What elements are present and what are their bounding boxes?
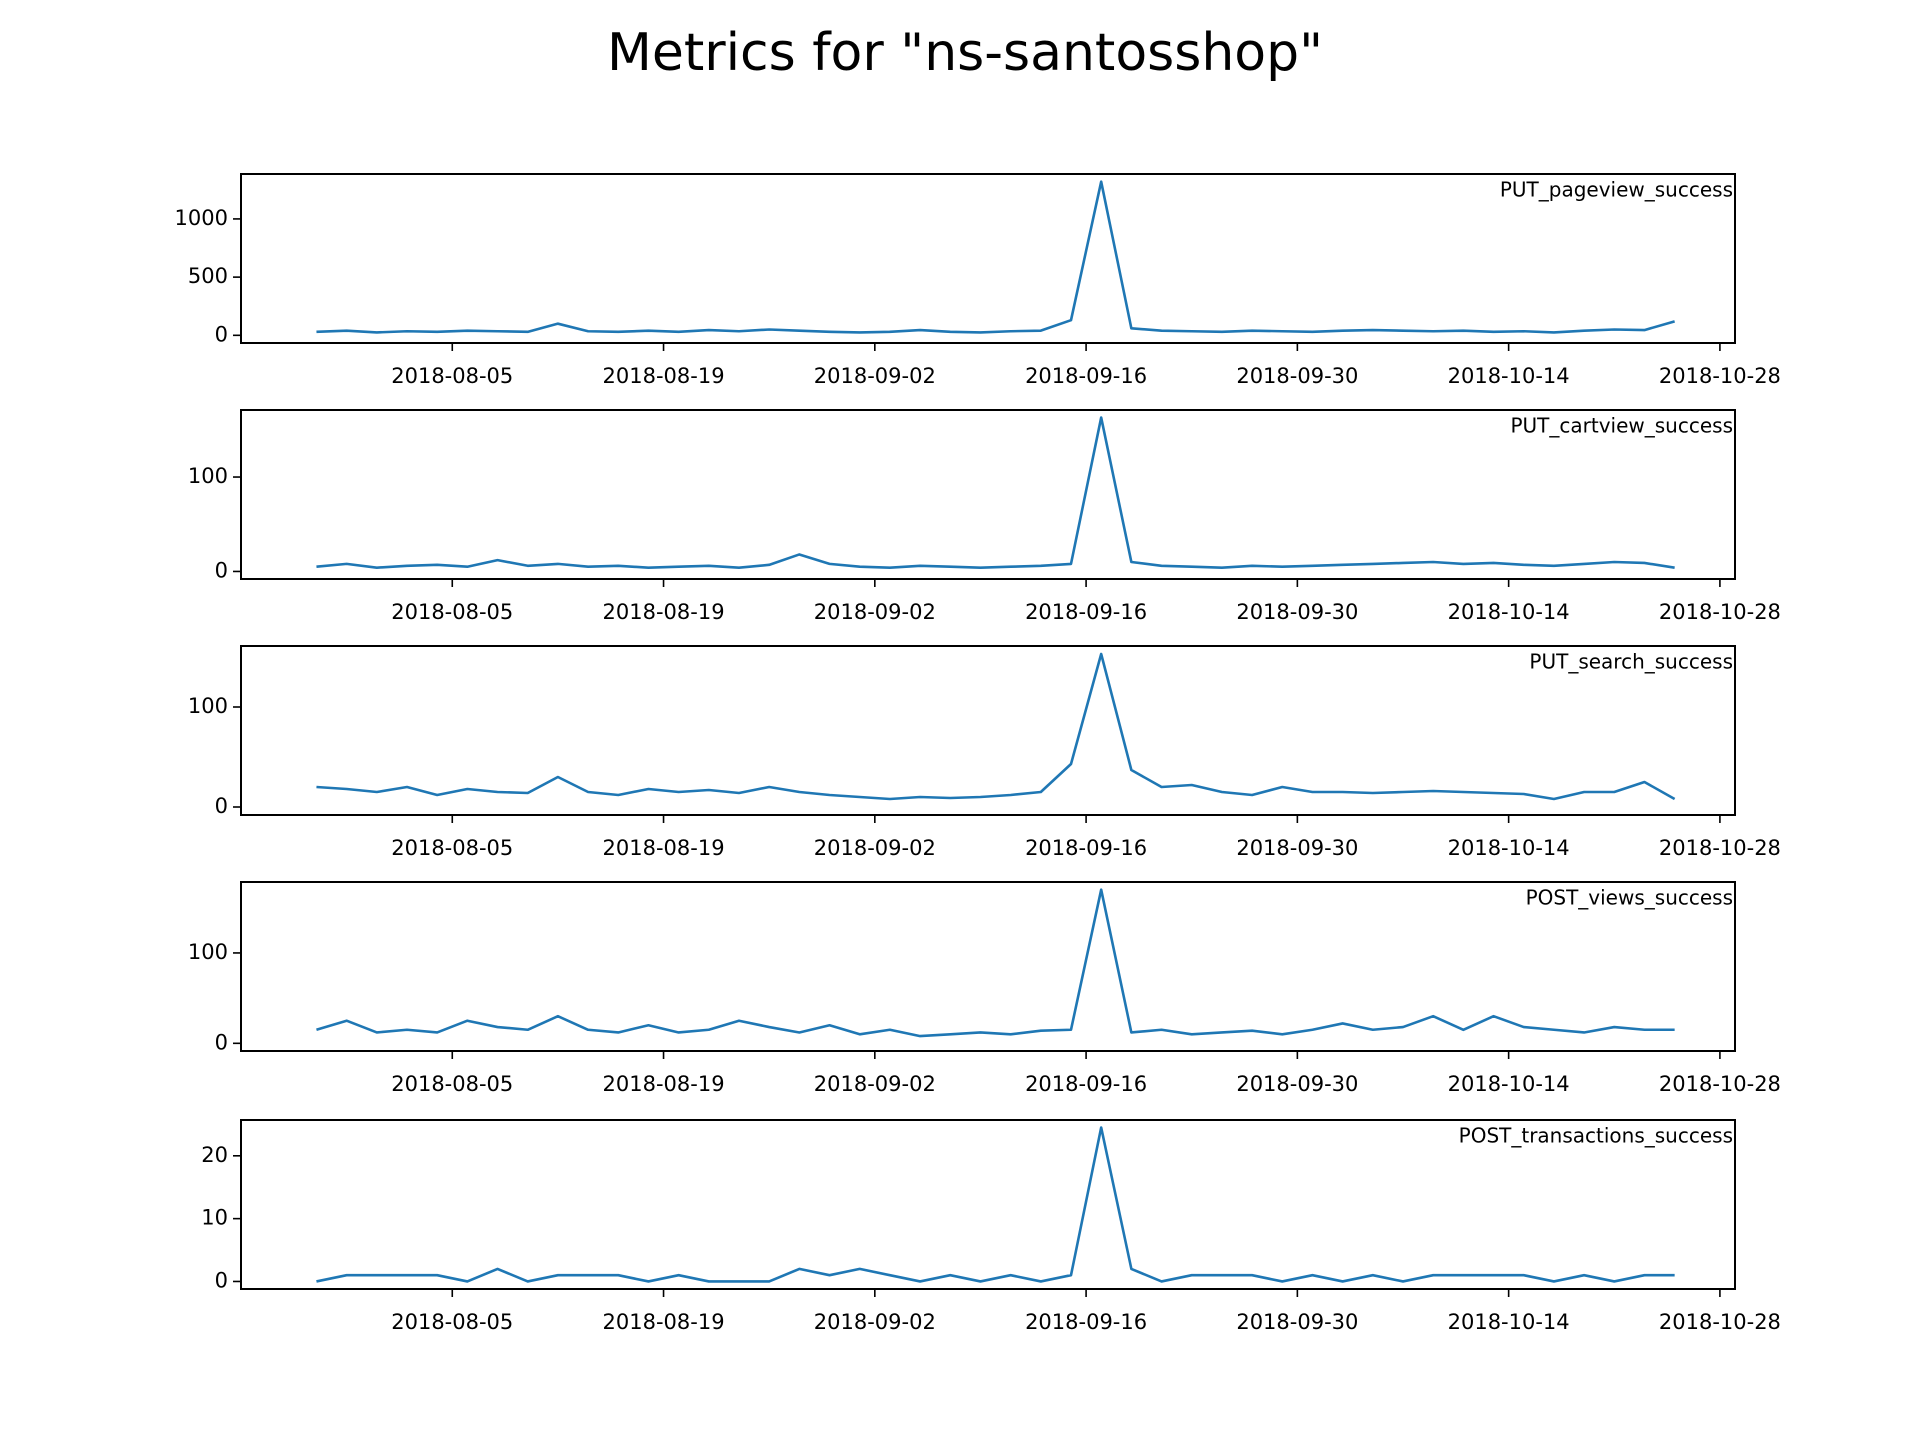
x-tick-label: 2018-09-30 [1236,836,1358,860]
x-tick-label: 2018-09-02 [814,1310,936,1334]
legend-label: PUT_cartview_success [1510,414,1733,438]
series-line [316,652,1676,801]
x-tick-label: 2018-09-30 [1236,364,1358,388]
y-tick-label: 100 [188,694,228,718]
x-tick-label: 2018-08-05 [391,600,513,624]
x-tick-label: 2018-08-05 [391,1072,513,1096]
x-tick-label: 2018-10-28 [1659,1310,1781,1334]
x-tick-label: 2018-10-14 [1448,1310,1570,1334]
x-tick-label: 2018-09-16 [1025,600,1147,624]
x-tick-label: 2018-09-02 [814,600,936,624]
x-tick-label: 2018-08-05 [391,1310,513,1334]
series-line [316,180,1676,334]
series-line [316,888,1675,1038]
x-tick-label: 2018-08-19 [603,600,725,624]
legend-label: PUT_pageview_success [1500,178,1733,202]
axes-frame [240,645,1736,816]
series-line [316,416,1675,569]
figure-title: Metrics for "ns-santosshop" [607,23,1323,83]
x-tick-label: 2018-08-05 [391,364,513,388]
x-tick-label: 2018-09-02 [814,836,936,860]
x-tick-label: 2018-09-30 [1236,1072,1358,1096]
series-line [316,1126,1675,1283]
axes-frame [240,409,1736,580]
y-tick-label: 1000 [175,206,228,230]
legend-label: PUT_search_success [1529,650,1733,674]
y-tick-label: 0 [215,1268,228,1292]
x-tick-label: 2018-09-16 [1025,1072,1147,1096]
y-tick-label: 500 [188,264,228,288]
y-tick-label: 10 [201,1206,228,1230]
x-tick-label: 2018-10-14 [1448,600,1570,624]
x-tick-label: 2018-10-28 [1659,600,1781,624]
x-tick-label: 2018-10-14 [1448,364,1570,388]
y-tick-label: 0 [215,794,228,818]
x-tick-label: 2018-08-19 [603,836,725,860]
x-tick-label: 2018-09-16 [1025,1310,1147,1334]
x-tick-label: 2018-08-19 [603,1072,725,1096]
legend-label: POST_views_success [1526,886,1733,910]
x-tick-label: 2018-09-02 [814,364,936,388]
x-tick-label: 2018-10-28 [1659,1072,1781,1096]
axes-frame [240,173,1736,344]
axes-frame [240,881,1736,1052]
y-tick-label: 0 [215,1030,228,1054]
x-tick-label: 2018-09-30 [1236,1310,1358,1334]
y-tick-label: 0 [215,558,228,582]
x-tick-label: 2018-09-16 [1025,836,1147,860]
x-tick-label: 2018-08-05 [391,836,513,860]
y-tick-label: 100 [188,464,228,488]
legend-label: POST_transactions_success [1459,1124,1733,1148]
x-tick-label: 2018-10-14 [1448,1072,1570,1096]
axes-frame [240,1119,1736,1290]
x-tick-label: 2018-10-14 [1448,836,1570,860]
y-tick-label: 0 [215,322,228,346]
x-tick-label: 2018-09-16 [1025,364,1147,388]
x-tick-label: 2018-10-28 [1659,836,1781,860]
y-tick-label: 20 [201,1143,228,1167]
x-tick-label: 2018-10-28 [1659,364,1781,388]
x-tick-label: 2018-09-30 [1236,600,1358,624]
x-tick-label: 2018-09-02 [814,1072,936,1096]
y-tick-label: 100 [188,940,228,964]
x-tick-label: 2018-08-19 [603,364,725,388]
x-tick-label: 2018-08-19 [603,1310,725,1334]
